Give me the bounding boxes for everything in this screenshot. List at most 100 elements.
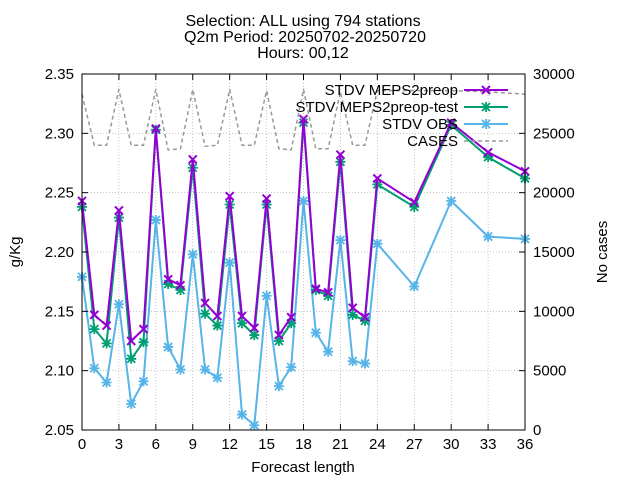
x-tick-label-1: 3 [115, 436, 123, 453]
series-2-point-14 [249, 420, 260, 431]
series-2-point-23 [360, 358, 371, 369]
x-tick-label-7: 21 [332, 436, 349, 453]
series-layer [77, 88, 530, 431]
series-2-point-19 [310, 327, 321, 338]
y-tick-label-6: 2.35 [45, 66, 74, 83]
series-2-point-13 [236, 409, 247, 420]
series-0-point-8 [175, 280, 186, 290]
title-line-2: Q2m Period: 20250702-20250720 [184, 29, 426, 46]
series-2-point-1 [89, 363, 100, 374]
series-2-point-11 [212, 372, 223, 383]
y-axis-label: g/Kg [7, 237, 24, 268]
series-0-point-3 [114, 205, 124, 216]
series-1-point-17 [286, 318, 297, 329]
x-axis-label: Forecast length [251, 459, 354, 476]
series-0-point-5 [138, 324, 149, 334]
series-2-point-9 [187, 249, 198, 260]
x-tick-label-3: 9 [189, 436, 197, 453]
y2-tick-label-1: 5000 [533, 363, 566, 380]
series-0-point-11 [212, 311, 223, 321]
y2-tick-label-2: 10000 [533, 303, 575, 320]
series-2-point-26 [446, 195, 457, 206]
series-3 [81, 88, 526, 151]
series-1-point-20 [323, 290, 334, 301]
series-1-point-27 [483, 152, 494, 163]
series-line-3 [81, 88, 526, 151]
series-1-point-16 [273, 336, 284, 346]
series-2-point-27 [483, 231, 494, 242]
series-0-point-1 [89, 310, 100, 320]
series-2-point-10 [200, 364, 211, 375]
y2-tick-label-5: 25000 [533, 125, 575, 142]
legend-label-1: STDV MEPS2preop-test [295, 99, 458, 116]
series-1-point-13 [236, 318, 247, 329]
series-0-point-10 [200, 298, 210, 308]
series-1-point-10 [200, 308, 211, 319]
series-2 [77, 195, 530, 431]
series-2-point-3 [113, 299, 124, 310]
chart-title: Selection: ALL using 794 stations Q2m Pe… [184, 13, 426, 62]
axis-ticks: 0 3 6 9 12 15 18 21 24 27 30 33 362.052.102.152.202.… [45, 66, 575, 453]
series-0-point-14 [249, 323, 259, 333]
series-0-point-13 [237, 311, 247, 321]
x-tick-label-5: 15 [258, 436, 275, 453]
y-tick-label-4: 2.25 [45, 185, 74, 202]
x-tick-label-9: 27 [406, 436, 423, 453]
series-0-point-26 [446, 117, 456, 128]
series-0-point-12 [224, 191, 235, 201]
y-tick-label-5: 2.30 [45, 125, 74, 142]
series-2-point-2 [101, 377, 112, 388]
series-1-point-2 [101, 338, 112, 349]
series-1-point-1 [89, 324, 100, 335]
series-2-point-18 [298, 195, 309, 206]
series-2-point-5 [138, 376, 149, 387]
y2-tick-label-0: 0 [533, 422, 541, 439]
series-2-point-7 [163, 341, 174, 352]
legend-label-2: STDV OBS [382, 116, 458, 133]
series-0-point-23 [360, 312, 370, 322]
x-tick-label-0: 0 [78, 436, 86, 453]
title-line-1: Selection: ALL using 794 stations [185, 13, 420, 30]
legend-marker-1 [481, 102, 491, 112]
series-0-point-22 [348, 303, 358, 313]
series-0-point-21 [335, 149, 346, 160]
y2-tick-label-4: 20000 [533, 185, 575, 202]
legend-label-0: STDV MEPS2preop [325, 82, 458, 99]
x-tick-label-2: 6 [152, 436, 160, 453]
x-tick-label-6: 18 [295, 436, 312, 453]
series-1-point-11 [212, 320, 223, 331]
series-2-point-22 [347, 356, 358, 367]
series-0-point-7 [163, 274, 173, 285]
series-0 [77, 114, 530, 346]
x-tick-label-11: 33 [480, 436, 497, 453]
y-tick-label-0: 2.05 [45, 422, 74, 439]
series-0-point-4 [126, 336, 136, 346]
series-2-point-16 [273, 381, 284, 392]
series-1-point-22 [347, 309, 358, 320]
legend-marker-2 [481, 119, 491, 129]
y2-tick-label-3: 15000 [533, 244, 575, 261]
series-0-point-9 [188, 154, 198, 165]
series-0-point-24 [372, 173, 383, 184]
legend-marker-0 [481, 85, 491, 95]
series-2-point-17 [286, 362, 297, 373]
x-tick-label-4: 12 [221, 436, 238, 453]
y-tick-label-1: 2.10 [45, 363, 74, 380]
series-2-point-15 [261, 290, 272, 301]
x-tick-label-10: 30 [443, 436, 460, 453]
series-2-point-6 [150, 214, 161, 225]
series-1-point-8 [175, 284, 186, 295]
title-line-3: Hours: 00,12 [257, 45, 349, 62]
series-0-point-19 [311, 284, 321, 294]
series-0-point-15 [261, 193, 272, 204]
legend-label-3: CASES [407, 133, 458, 150]
series-0-point-27 [483, 147, 493, 158]
series-0-point-2 [101, 320, 112, 331]
series-1-point-23 [360, 315, 371, 326]
y2-tick-label-6: 30000 [533, 66, 575, 83]
series-0-point-17 [286, 312, 296, 322]
series-2-point-4 [126, 398, 137, 409]
series-1-point-4 [126, 353, 137, 364]
series-2-point-20 [323, 346, 334, 357]
